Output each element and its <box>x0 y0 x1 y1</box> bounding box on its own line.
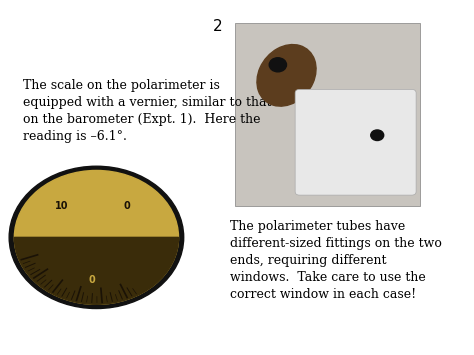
Text: 10: 10 <box>55 201 69 211</box>
Ellipse shape <box>257 45 316 106</box>
Ellipse shape <box>371 130 384 141</box>
Circle shape <box>9 166 184 308</box>
Wedge shape <box>14 237 179 304</box>
Ellipse shape <box>350 134 395 179</box>
FancyBboxPatch shape <box>295 89 416 195</box>
Text: 0: 0 <box>123 201 130 211</box>
Circle shape <box>14 170 179 304</box>
Text: The scale on the polarimeter is
equipped with a vernier, similar to that
on the : The scale on the polarimeter is equipped… <box>23 79 272 143</box>
Text: 0: 0 <box>89 275 95 285</box>
Bar <box>235 22 420 206</box>
Text: 2: 2 <box>212 19 222 34</box>
Ellipse shape <box>269 58 286 72</box>
Text: The polarimeter tubes have
different-sized fittings on the two
ends, requiring d: The polarimeter tubes have different-siz… <box>230 220 442 301</box>
